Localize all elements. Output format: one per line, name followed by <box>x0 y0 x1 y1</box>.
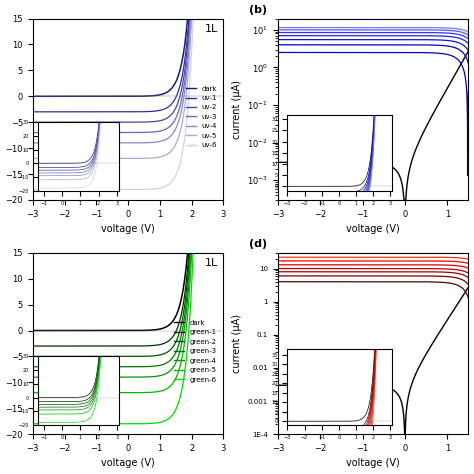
green-1 <box>40 343 46 349</box>
dark <box>30 328 36 333</box>
green-2 <box>182 297 188 303</box>
uv-4 <box>30 140 36 146</box>
Line: uv-4: uv-4 <box>33 0 227 143</box>
green-5 <box>124 390 130 395</box>
Text: (d): (d) <box>249 239 267 249</box>
green-4 <box>40 374 46 380</box>
uv-2 <box>119 119 125 125</box>
Line: uv-6: uv-6 <box>33 0 227 190</box>
green-3 <box>119 364 125 370</box>
Line: green-1: green-1 <box>33 0 227 346</box>
uv-2 <box>182 63 188 69</box>
dark <box>182 37 188 43</box>
green-3 <box>182 308 188 313</box>
green-3 <box>30 364 36 370</box>
dark <box>124 328 130 333</box>
Line: uv-2: uv-2 <box>33 0 227 122</box>
uv-6 <box>30 187 36 192</box>
uv-1 <box>182 53 188 58</box>
green-6 <box>124 421 130 427</box>
Y-axis label: current (μA): current (μA) <box>232 314 242 373</box>
green-5 <box>40 390 46 396</box>
uv-6 <box>40 187 46 192</box>
uv-6 <box>119 187 125 192</box>
Y-axis label: current (μA): current (μA) <box>232 80 242 139</box>
uv-6 <box>182 130 188 136</box>
dark <box>119 328 125 333</box>
Line: green-6: green-6 <box>33 0 227 424</box>
uv-2 <box>40 119 46 125</box>
X-axis label: voltage (V): voltage (V) <box>346 458 400 468</box>
uv-3 <box>124 130 130 136</box>
uv-5 <box>119 155 125 161</box>
dark <box>124 93 130 99</box>
X-axis label: voltage (V): voltage (V) <box>346 224 400 234</box>
uv-3 <box>40 130 46 136</box>
uv-5 <box>182 99 188 105</box>
Line: dark: dark <box>33 0 227 330</box>
Line: green-5: green-5 <box>33 0 227 393</box>
Line: uv-5: uv-5 <box>33 0 227 158</box>
X-axis label: voltage (V): voltage (V) <box>101 224 155 234</box>
uv-3 <box>30 130 36 136</box>
Text: 1L: 1L <box>204 258 218 268</box>
green-6 <box>119 421 125 427</box>
uv-4 <box>40 140 46 146</box>
green-3 <box>124 364 130 370</box>
uv-1 <box>124 109 130 115</box>
Legend: dark, uv-1, uv-2, uv-3, uv-4, uv-5, uv-6: dark, uv-1, uv-2, uv-3, uv-4, uv-5, uv-6 <box>183 83 220 151</box>
green-2 <box>119 354 125 359</box>
X-axis label: voltage (V): voltage (V) <box>101 458 155 468</box>
uv-1 <box>119 109 125 115</box>
uv-3 <box>119 130 125 136</box>
uv-4 <box>182 84 188 90</box>
dark <box>40 93 46 99</box>
uv-6 <box>124 187 130 192</box>
green-3 <box>40 364 46 370</box>
Line: green-2: green-2 <box>33 0 227 356</box>
green-2 <box>40 354 46 359</box>
green-6 <box>40 421 46 427</box>
dark <box>182 271 188 277</box>
Line: green-4: green-4 <box>33 0 227 377</box>
uv-2 <box>30 119 36 125</box>
Line: dark: dark <box>33 0 227 96</box>
uv-5 <box>124 155 130 161</box>
green-5 <box>182 334 188 339</box>
dark <box>119 93 125 99</box>
green-2 <box>124 354 130 359</box>
green-5 <box>30 390 36 396</box>
uv-5 <box>30 155 36 161</box>
green-4 <box>119 374 125 380</box>
green-1 <box>182 287 188 292</box>
uv-4 <box>119 140 125 146</box>
green-5 <box>119 390 125 396</box>
green-1 <box>30 343 36 349</box>
Text: 1L: 1L <box>204 24 218 34</box>
uv-2 <box>124 119 130 125</box>
Line: uv-1: uv-1 <box>33 0 227 112</box>
uv-1 <box>30 109 36 115</box>
uv-4 <box>124 140 130 146</box>
green-4 <box>124 374 130 380</box>
green-4 <box>30 374 36 380</box>
green-4 <box>182 318 188 324</box>
uv-1 <box>40 109 46 115</box>
Line: green-3: green-3 <box>33 0 227 367</box>
green-2 <box>30 354 36 359</box>
Legend: dark, green-1, green-2, green-3, green-4, green-5, green-6: dark, green-1, green-2, green-3, green-4… <box>171 317 220 385</box>
green-6 <box>30 421 36 427</box>
uv-5 <box>40 155 46 161</box>
Line: uv-3: uv-3 <box>33 0 227 133</box>
dark <box>30 93 36 99</box>
green-1 <box>119 343 125 349</box>
Text: (b): (b) <box>249 5 267 15</box>
uv-3 <box>182 73 188 79</box>
dark <box>40 328 46 333</box>
green-1 <box>124 343 130 349</box>
green-6 <box>182 365 188 370</box>
